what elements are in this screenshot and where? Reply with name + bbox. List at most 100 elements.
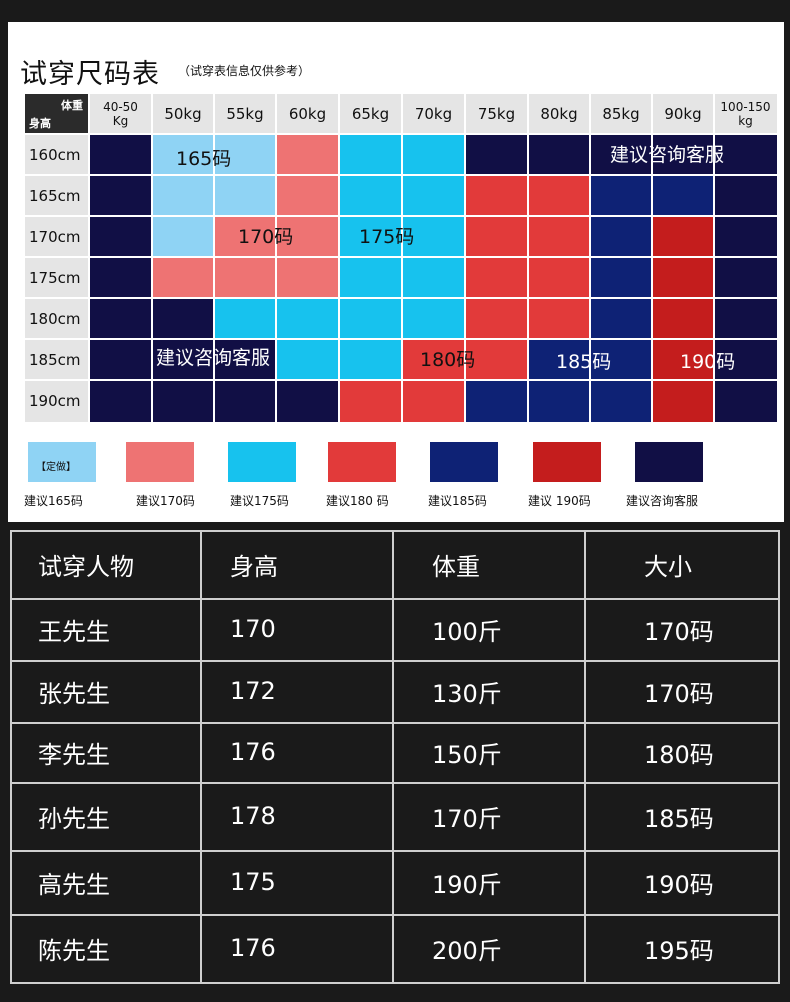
size-cell — [214, 257, 276, 298]
table-cell: 185码 — [644, 804, 714, 833]
legend-label: 建议咨询客服 — [626, 494, 699, 508]
size-cell — [152, 380, 214, 422]
weight-header: 40-50 Kg — [89, 94, 152, 134]
size-cell — [276, 175, 339, 216]
size-cell — [339, 175, 402, 216]
legend-swatch — [533, 442, 601, 482]
table-cell: 176 — [230, 738, 276, 766]
size-cell — [214, 175, 276, 216]
grid-line — [25, 215, 777, 217]
size-cell — [652, 380, 714, 422]
table-cell: 190斤 — [432, 870, 502, 899]
table-header: 身高 — [230, 552, 278, 581]
legend-label: 建议 190码 — [528, 494, 591, 508]
fit-table: 试穿人物 身高 体重 大小 王先生 170 100斤 170码 张先生 172 130斤 170码 李先… — [10, 530, 780, 992]
table-header: 体重 — [432, 552, 480, 581]
size-cell — [465, 298, 528, 339]
table-line — [392, 530, 394, 984]
legend-label: 建议165码 — [24, 494, 83, 508]
size-cell — [465, 339, 528, 380]
table-header: 大小 — [644, 552, 692, 581]
size-cell — [214, 339, 276, 380]
size-cell — [590, 175, 652, 216]
region-label: 建议咨询客服 — [156, 347, 271, 369]
grid-line — [25, 338, 777, 340]
table-cell: 172 — [230, 677, 276, 705]
size-cell — [276, 216, 339, 257]
table-cell: 孙先生 — [38, 804, 110, 833]
region-label: 190码 — [680, 351, 736, 373]
table-line — [10, 722, 780, 724]
legend-label: 建议185码 — [428, 494, 487, 508]
weight-header: 80kg — [528, 94, 590, 134]
size-cell — [89, 298, 152, 339]
size-cell — [652, 298, 714, 339]
legend-swatch-text: 【定做】 — [36, 462, 76, 473]
region-label: 180码 — [420, 349, 476, 371]
table-cell: 170码 — [644, 617, 714, 646]
weight-header: 70kg — [402, 94, 465, 134]
size-cell — [339, 380, 402, 422]
corner-header: 体重 身高 — [25, 94, 89, 134]
table-line — [10, 914, 780, 916]
size-cell — [590, 339, 652, 380]
corner-weight-label: 体重 — [61, 99, 83, 112]
size-cell — [590, 298, 652, 339]
table-line — [10, 660, 780, 662]
size-cell — [402, 380, 465, 422]
size-cell — [465, 257, 528, 298]
table-cell: 170码 — [644, 679, 714, 708]
grid-line — [25, 174, 777, 176]
size-cell — [402, 257, 465, 298]
grid-line — [527, 94, 529, 422]
size-cell — [465, 216, 528, 257]
size-cell — [528, 175, 590, 216]
table-cell: 100斤 — [432, 617, 502, 646]
height-header: 190cm — [25, 380, 89, 422]
table-line — [10, 782, 780, 784]
table-cell: 高先生 — [38, 870, 110, 899]
weight-header: 100-150 kg — [714, 94, 777, 134]
size-cell — [714, 134, 777, 175]
size-cell — [402, 175, 465, 216]
size-cell — [714, 216, 777, 257]
grid-line — [338, 94, 340, 422]
height-header: 185cm — [25, 339, 89, 380]
table-header: 试穿人物 — [38, 552, 134, 581]
table-cell: 150斤 — [432, 740, 502, 769]
size-cell — [402, 216, 465, 257]
weight-header: 90kg — [652, 94, 714, 134]
table-line — [778, 530, 780, 984]
table-cell: 178 — [230, 802, 276, 830]
height-header: 180cm — [25, 298, 89, 339]
region-label: 175码 — [359, 226, 415, 248]
size-cell — [465, 175, 528, 216]
size-cell — [89, 216, 152, 257]
grid-line — [401, 94, 403, 422]
size-cell — [402, 134, 465, 175]
legend-swatch — [328, 442, 396, 482]
legend-swatch — [635, 442, 703, 482]
size-cell — [89, 175, 152, 216]
grid-line — [213, 94, 215, 422]
height-header: 160cm — [25, 134, 89, 175]
grid-line — [275, 94, 277, 422]
size-cell — [152, 134, 214, 175]
table-cell: 王先生 — [38, 617, 110, 646]
table-line — [10, 530, 780, 532]
size-cell — [276, 298, 339, 339]
size-cell — [714, 257, 777, 298]
size-cell — [89, 134, 152, 175]
grid-line — [464, 94, 466, 422]
size-cell — [276, 134, 339, 175]
size-cell — [276, 380, 339, 422]
size-cell — [652, 257, 714, 298]
grid-line — [25, 379, 777, 381]
size-cell — [714, 175, 777, 216]
legend-label: 建议180 码 — [326, 494, 389, 508]
table-cell: 张先生 — [38, 679, 110, 708]
height-header: 170cm — [25, 216, 89, 257]
table-line — [200, 530, 202, 984]
size-cell — [528, 216, 590, 257]
size-cell — [214, 216, 276, 257]
